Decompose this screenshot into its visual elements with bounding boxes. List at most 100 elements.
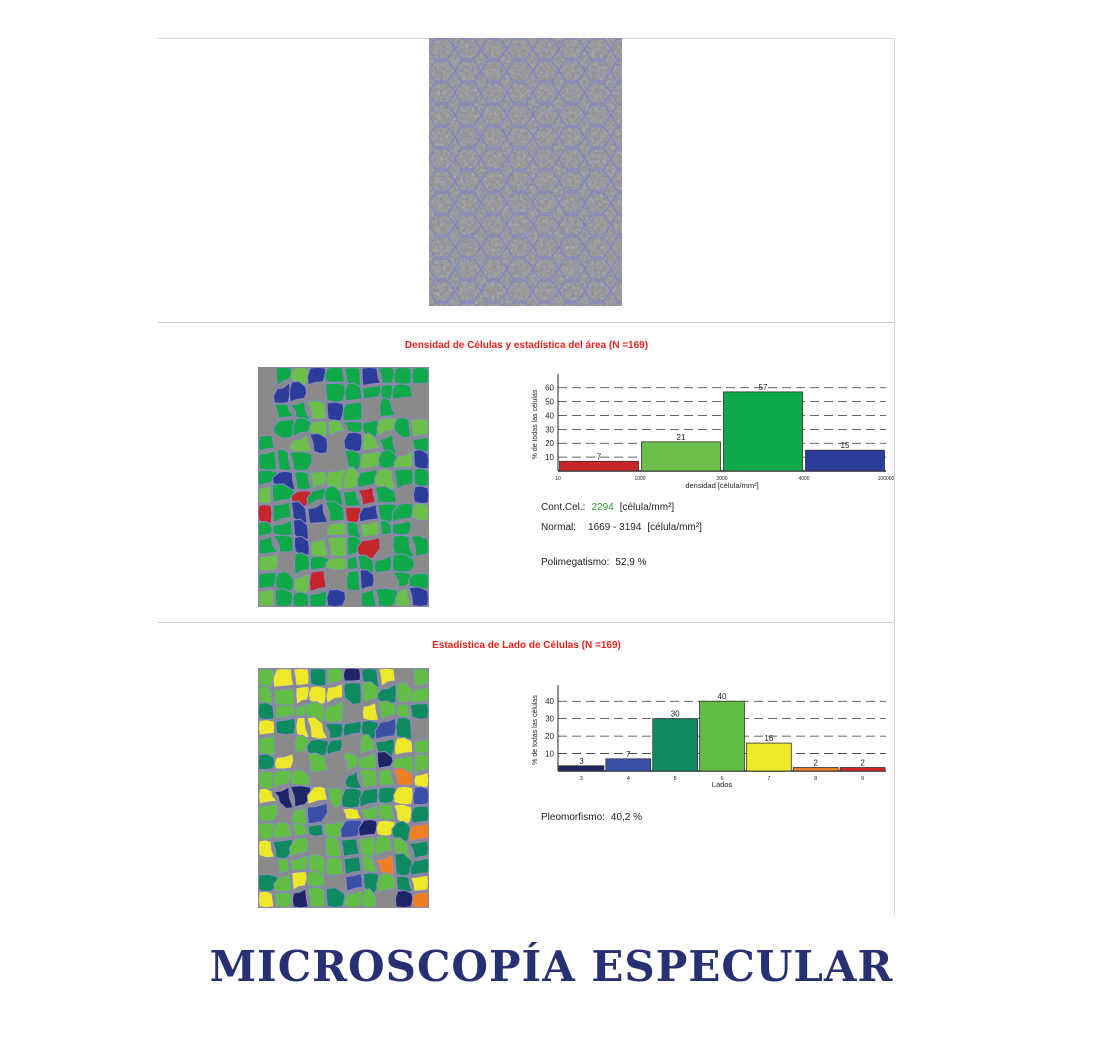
- x-axis-label: Lados: [712, 780, 733, 789]
- cell-polygon: [293, 518, 309, 541]
- cell-polygon: [359, 804, 379, 821]
- cell-sides-map: [258, 668, 429, 908]
- x-tick-label: 100000: [878, 476, 894, 482]
- y-tick-label: 30: [545, 715, 554, 724]
- cell-polygon: [409, 685, 429, 703]
- cell-polygon: [291, 500, 308, 525]
- cell-polygon: [307, 886, 326, 908]
- x-tick-label: 3: [580, 776, 583, 782]
- cell-polygon: [289, 768, 312, 787]
- cell-polygon: [344, 506, 363, 524]
- x-tick-label: 4: [627, 776, 630, 782]
- x-axis-label: densidad [célula/mm²]: [685, 481, 758, 490]
- cell-polygon: [412, 436, 429, 454]
- cell-polygon: [358, 836, 376, 859]
- cell-count-value: 2294: [591, 502, 614, 513]
- cell-polygon: [392, 534, 415, 559]
- cell-polygon: [295, 685, 311, 706]
- cell-polygon: [393, 736, 414, 756]
- cell-polygon: [374, 468, 396, 491]
- bar-value-label: 3: [579, 757, 584, 766]
- cell-polygon: [356, 537, 381, 560]
- cell-polygon: [306, 399, 327, 420]
- cell-polygon: [413, 449, 429, 470]
- cell-polygon: [357, 768, 378, 788]
- cell-polygon: [411, 502, 429, 522]
- cell-polygon: [342, 720, 362, 738]
- cell-polygon: [289, 451, 313, 472]
- cell-polygon: [377, 503, 398, 524]
- cell-polygon: [289, 854, 309, 872]
- y-axis-label: % de todas las células: [532, 695, 539, 765]
- sides-histogram: 10 20 30 40 % de todas las células 3 7 30 40 16 2 2…: [532, 685, 886, 789]
- y-tick-label: 40: [545, 697, 554, 706]
- cell-polygon: [345, 872, 363, 893]
- cell-polygon: [326, 536, 348, 558]
- cell-count-unit: [célula/mm²]: [619, 502, 675, 513]
- cell-polygon: [361, 701, 380, 722]
- cell-polygon: [272, 501, 292, 524]
- cell-polygon: [394, 587, 412, 607]
- cell-polygon: [309, 589, 328, 607]
- cell-polygon: [396, 703, 411, 719]
- normal-value: 1669 - 3194: [588, 522, 642, 533]
- cell-polygon: [258, 435, 276, 452]
- cell-polygon: [408, 823, 429, 842]
- cell-polygon: [310, 537, 330, 558]
- cell-polygon: [290, 823, 308, 837]
- cell-polygon: [258, 520, 273, 538]
- bar-value-label: 2: [813, 759, 818, 768]
- cell-polygon: [340, 787, 363, 809]
- cell-polygon: [346, 521, 362, 540]
- cell-polygon: [375, 819, 397, 838]
- cell-polygon: [326, 738, 344, 756]
- bar-value-label: 21: [677, 433, 686, 442]
- cell-polygon: [344, 382, 362, 402]
- cell-polygon: [410, 418, 429, 438]
- cell-polygon: [272, 534, 294, 553]
- cell-polygon: [359, 733, 376, 755]
- cell-polygon: [378, 768, 396, 787]
- section1-title: Densidad de Células y estadística del ár…: [404, 340, 649, 351]
- cell-polygon: [258, 554, 279, 572]
- cell-polygon: [306, 738, 330, 757]
- bar: [839, 767, 886, 772]
- cell-polygon: [341, 466, 360, 490]
- cell-polygon: [307, 685, 327, 706]
- cell-polygon: [391, 383, 415, 400]
- cell-polygon: [325, 682, 344, 705]
- cell-polygon: [341, 752, 360, 774]
- cell-polygon: [358, 504, 379, 523]
- cell-polygon: [258, 735, 276, 757]
- x-tick-label: 1000: [634, 476, 645, 482]
- bar-value-label: 16: [764, 734, 773, 743]
- cell-polygon: [391, 571, 412, 589]
- cell-polygon: [393, 416, 412, 439]
- cell-polygon: [408, 840, 429, 860]
- cell-polygon: [413, 467, 429, 488]
- cell-polygon: [376, 750, 394, 769]
- cell-polygon: [258, 822, 276, 841]
- cell-polygon: [361, 855, 380, 873]
- polymegathism-value: 52,9 %: [615, 557, 647, 568]
- cell-polygon: [309, 471, 328, 490]
- x-tick-label: 8: [814, 776, 817, 782]
- cell-polygon: [376, 682, 397, 705]
- cell-polygon: [289, 785, 312, 808]
- y-tick-label: 10: [545, 453, 554, 462]
- cell-polygon: [356, 468, 378, 489]
- cell-polygon: [394, 889, 414, 908]
- cell-polygon: [295, 716, 310, 739]
- cell-polygon: [342, 490, 362, 507]
- cell-polygon: [324, 500, 346, 522]
- cell-polygon: [408, 586, 429, 607]
- cell-polygon: [323, 699, 344, 723]
- cell-polygon: [306, 367, 327, 386]
- cell-polygon: [374, 853, 395, 876]
- cell-polygon: [377, 433, 397, 456]
- cell-polygon: [395, 716, 413, 741]
- cell-polygon: [393, 367, 413, 385]
- cell-polygon: [326, 787, 345, 809]
- cell-polygon: [273, 687, 295, 707]
- cell-polygon: [293, 552, 311, 576]
